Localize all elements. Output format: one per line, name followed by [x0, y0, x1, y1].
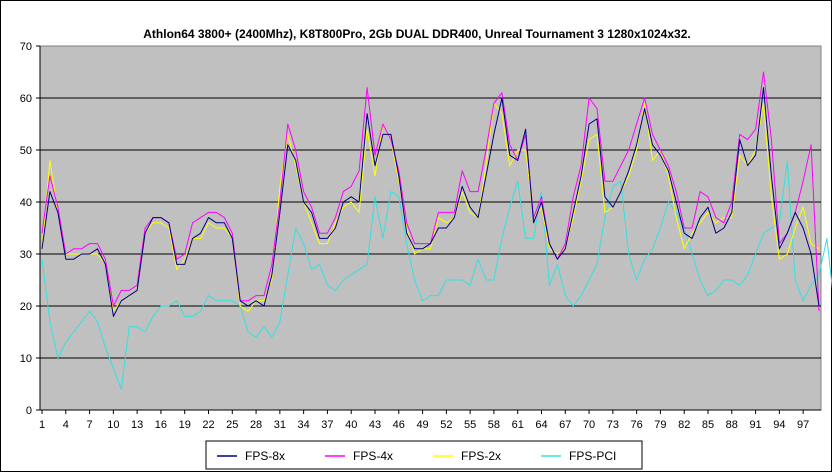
y-tick-label: 50 [20, 145, 32, 157]
x-tick-label: 73 [607, 419, 619, 431]
x-tick-label: 82 [678, 419, 690, 431]
x-tick-label: 43 [369, 419, 381, 431]
y-tick-label: 10 [20, 353, 32, 365]
x-tick-label: 19 [179, 419, 191, 431]
x-tick-label: 67 [559, 419, 571, 431]
x-tick-label: 91 [749, 419, 761, 431]
legend-label: FPS-2x [461, 449, 501, 463]
x-tick-label: 52 [440, 419, 452, 431]
x-tick-label: 25 [226, 419, 238, 431]
y-tick-label: 30 [20, 249, 32, 261]
y-tick-label: 70 [20, 41, 32, 53]
x-tick-label: 40 [345, 419, 357, 431]
legend-box [205, 440, 643, 470]
x-tick-label: 94 [773, 419, 785, 431]
x-tick-label: 16 [155, 419, 167, 431]
x-tick-label: 4 [63, 419, 69, 431]
x-tick-label: 7 [87, 419, 93, 431]
x-tick-label: 88 [726, 419, 738, 431]
x-tick-label: 1 [39, 419, 45, 431]
x-tick-label: 13 [131, 419, 143, 431]
x-tick-label: 55 [464, 419, 476, 431]
series-line-fps-8x [41, 87, 820, 317]
x-tick-label: 97 [797, 419, 809, 431]
x-tick-label: 37 [321, 419, 333, 431]
x-tick-label: 28 [250, 419, 262, 431]
series-line-fps-2x [41, 102, 820, 312]
x-tick-label: 31 [274, 419, 286, 431]
x-tick-label: 22 [202, 419, 214, 431]
x-tick-label: 58 [488, 419, 500, 431]
x-tick-label: 70 [583, 419, 595, 431]
legend-label: FPS-4x [353, 449, 393, 463]
x-tick-label: 49 [416, 419, 428, 431]
legend: FPS-8x FPS-4x FPS-2x FPS-PCI [205, 440, 643, 470]
x-tick-label: 34 [298, 419, 310, 431]
x-tick-label: 79 [654, 419, 666, 431]
series-line-fps-pci [41, 159, 832, 390]
x-tick-label: 46 [393, 419, 405, 431]
legend-label: FPS-8x [245, 449, 285, 463]
legend-label: FPS-PCI [569, 449, 616, 463]
y-tick-label: 0 [26, 405, 32, 417]
plot-area [39, 45, 822, 411]
y-tick-label: 20 [20, 301, 32, 313]
x-tick-label: 76 [631, 419, 643, 431]
x-tick-label: 64 [535, 419, 547, 431]
y-tick-label: 40 [20, 197, 32, 209]
x-tick-label: 10 [107, 419, 119, 431]
x-tick-label: 61 [512, 419, 524, 431]
y-tick-label: 60 [20, 93, 32, 105]
x-tick-label: 85 [702, 419, 714, 431]
chart-title: Athlon64 3800+ (2400Mhz), K8T800Pro, 2Gb… [143, 27, 690, 41]
